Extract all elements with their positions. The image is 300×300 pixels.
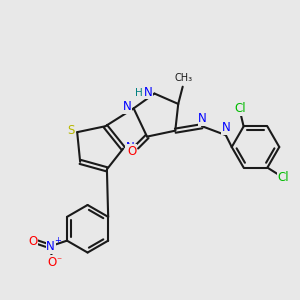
Text: S: S [67,124,74,137]
Text: N: N [222,121,231,134]
Text: Cl: Cl [277,171,289,184]
Text: N: N [125,140,134,154]
Text: N: N [198,112,207,125]
Text: +: + [54,236,61,245]
Text: H: H [135,88,143,98]
Text: CH₃: CH₃ [174,73,192,83]
Text: O: O [47,256,57,268]
Text: N: N [46,240,55,253]
Text: O: O [28,235,38,248]
Text: O: O [128,145,137,158]
Text: ⁻: ⁻ [56,256,61,266]
Text: N: N [123,100,131,113]
Text: N: N [143,85,152,98]
Text: Cl: Cl [235,102,247,115]
